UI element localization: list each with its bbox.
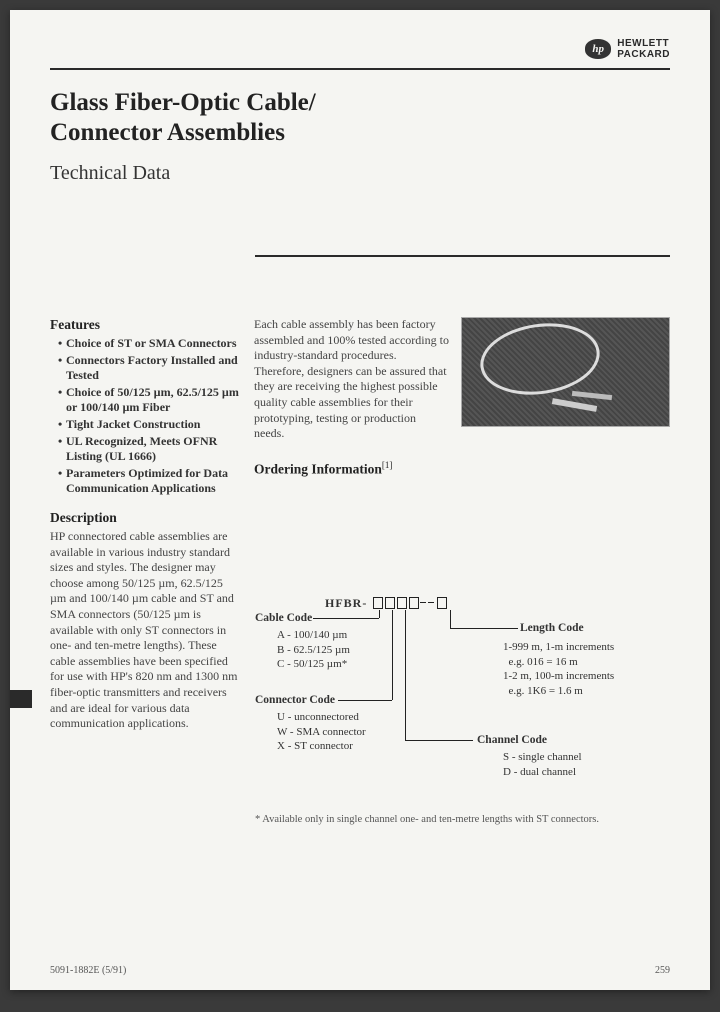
features-heading: Features bbox=[50, 317, 242, 333]
diagram-line bbox=[379, 610, 380, 618]
page-edge-tab bbox=[10, 690, 32, 708]
secondary-rule bbox=[255, 255, 670, 257]
length-code-items: 1-999 m, 1-m increments e.g. 016 = 16 m … bbox=[503, 640, 614, 699]
connector-code-items: U - unconnectored W - SMA connector X - … bbox=[277, 710, 366, 755]
description-heading: Description bbox=[50, 510, 242, 526]
part-number-template: HFBR- bbox=[325, 596, 447, 611]
code-box bbox=[373, 597, 383, 609]
brand-line1: HEWLETT bbox=[617, 38, 670, 49]
ordering-section: Ordering Information[1] bbox=[254, 460, 449, 478]
code-dash bbox=[420, 602, 426, 603]
diagram-line bbox=[450, 628, 518, 629]
cable-illustration-loop bbox=[476, 317, 605, 402]
intro-paragraph: Each cable assembly has been factory ass… bbox=[254, 317, 449, 442]
document-number: 5091-1882E (5/91) bbox=[50, 965, 126, 976]
feature-item: Tight Jacket Construction bbox=[58, 417, 242, 432]
part-prefix: HFBR- bbox=[325, 596, 367, 610]
cable-code-items: A - 100/140 µm B - 62.5/125 µm C - 50/12… bbox=[277, 628, 350, 673]
description-text: HP connectored cable assemblies are avai… bbox=[50, 529, 242, 732]
column-left: Features Choice of ST or SMA Connectors … bbox=[50, 317, 242, 732]
datasheet-page: hp HEWLETT PACKARD Glass Fiber-Optic Cab… bbox=[10, 10, 710, 990]
page-header: hp HEWLETT PACKARD bbox=[50, 38, 670, 60]
code-box bbox=[397, 597, 407, 609]
diagram-line bbox=[405, 740, 473, 741]
code-box bbox=[409, 597, 419, 609]
feature-item: Choice of 50/125 µm, 62.5/125 µm or 100/… bbox=[58, 385, 242, 415]
cable-code-label: Cable Code bbox=[255, 612, 312, 624]
product-photo bbox=[461, 317, 670, 427]
page-subtitle: Technical Data bbox=[50, 162, 670, 185]
code-box bbox=[385, 597, 395, 609]
ordering-heading: Ordering Information[1] bbox=[254, 460, 449, 478]
features-list: Choice of ST or SMA Connectors Connector… bbox=[50, 336, 242, 496]
length-code-label: Length Code bbox=[520, 622, 584, 634]
ordering-heading-text: Ordering Information bbox=[254, 461, 382, 476]
cable-illustration-connector bbox=[552, 398, 597, 412]
page-number: 259 bbox=[655, 965, 670, 976]
channel-code-label: Channel Code bbox=[477, 734, 547, 746]
diagram-line bbox=[405, 610, 406, 740]
diagram-line bbox=[392, 610, 393, 700]
diagram-line bbox=[313, 618, 379, 619]
top-rule bbox=[50, 68, 670, 70]
hp-logo-text: HEWLETT PACKARD bbox=[617, 38, 670, 60]
feature-item: Parameters Optimized for Data Communicat… bbox=[58, 466, 242, 496]
channel-code-items: S - single channel D - dual channel bbox=[503, 750, 582, 780]
ordering-footnote-ref: [1] bbox=[382, 460, 393, 470]
diagram-line bbox=[338, 700, 392, 701]
ordering-diagram: HFBR- Cable Code A - 100/140 µm B - 62.5… bbox=[255, 582, 655, 802]
feature-item: Connectors Factory Installed and Tested bbox=[58, 353, 242, 383]
brand-logo: hp HEWLETT PACKARD bbox=[585, 38, 670, 60]
page-title: Glass Fiber-Optic Cable/ Connector Assem… bbox=[50, 88, 670, 148]
code-dash bbox=[428, 602, 434, 603]
feature-item: Choice of ST or SMA Connectors bbox=[58, 336, 242, 351]
hp-logo-mark: hp bbox=[585, 39, 611, 59]
code-box bbox=[437, 597, 447, 609]
diagram-line bbox=[450, 610, 451, 628]
page-footer: 5091-1882E (5/91) 259 bbox=[50, 965, 670, 976]
connector-code-label: Connector Code bbox=[255, 694, 335, 706]
cable-illustration-connector bbox=[572, 391, 612, 400]
feature-item: UL Recognized, Meets OFNR Listing (UL 16… bbox=[58, 434, 242, 464]
brand-line2: PACKARD bbox=[617, 49, 670, 60]
ordering-footnote: * Available only in single channel one- … bbox=[255, 814, 670, 825]
